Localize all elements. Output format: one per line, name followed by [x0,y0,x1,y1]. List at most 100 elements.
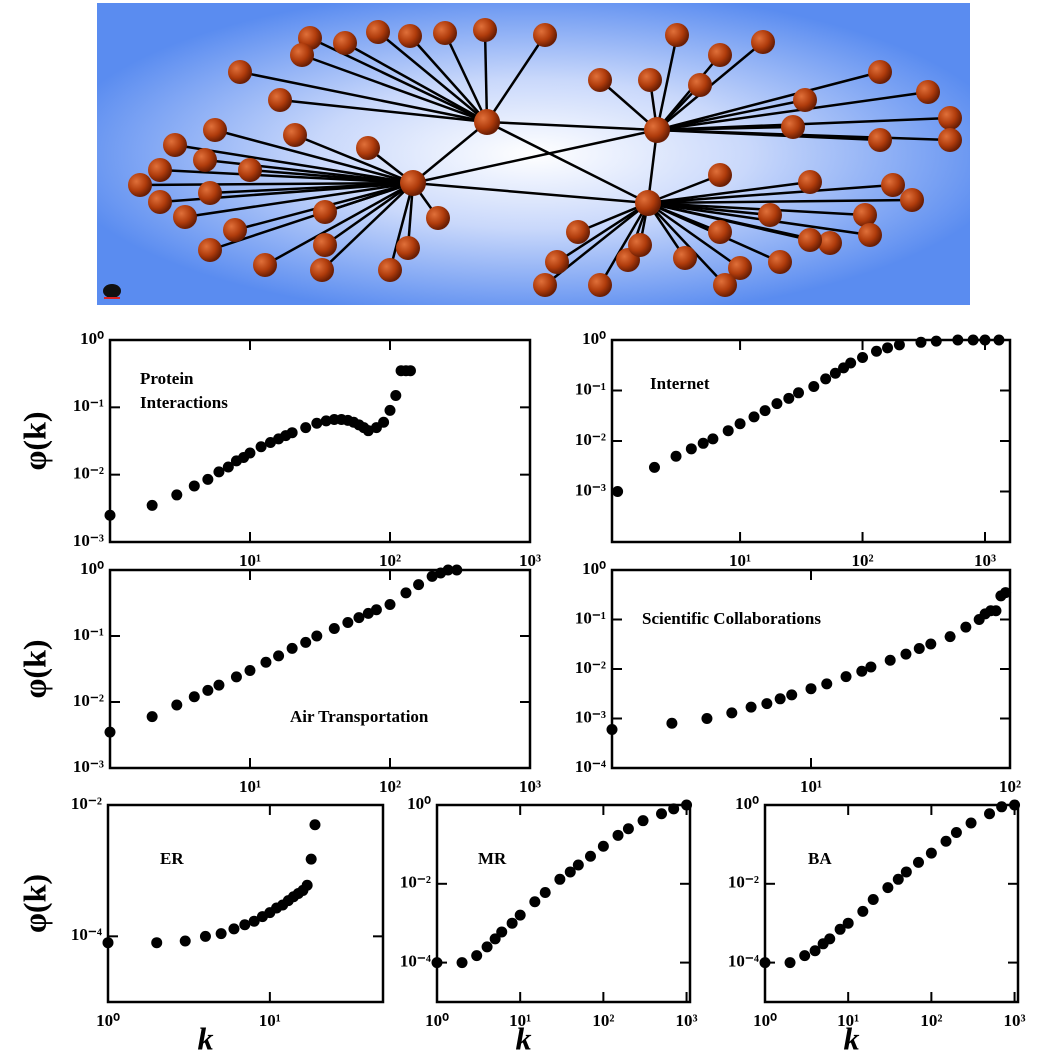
network-node [916,80,940,104]
data-point [146,711,158,723]
x-tick-label: 10² [379,777,401,796]
data-point [793,387,805,399]
data-point [612,829,624,841]
network-node [793,88,817,112]
data-point [378,416,390,428]
y-tick-label: 10⁻² [575,430,606,449]
data-point [707,433,719,445]
data-point [554,873,566,885]
x-tick-label: 10¹ [239,551,261,570]
data-point [824,933,836,945]
data-point [328,622,340,634]
data-point [685,443,697,455]
logo [103,284,121,298]
network-node [238,158,262,182]
data-point [228,923,240,935]
network-edge [647,201,741,270]
data-point [215,928,227,940]
x-tick-label: 10¹ [259,1011,281,1030]
network-edge [377,31,488,123]
data-point [930,335,942,347]
network-edge [324,181,414,214]
y-tick-label: 10⁻³ [73,531,104,550]
data-point [774,693,786,705]
data-point [882,882,894,894]
y-tick-label: 10⁻² [575,658,606,677]
network-edge [647,198,913,205]
network-hub [635,190,661,216]
annotation-line: ER [160,849,184,868]
network-edge [321,182,414,271]
network-edge [412,128,658,185]
data-point [370,604,382,616]
data-point [857,905,869,917]
network-node [163,133,187,157]
network-edge [486,120,649,205]
network-node [198,238,222,262]
network-node [938,128,962,152]
data-point [384,404,396,416]
y-tick-label: 10⁰ [582,329,606,348]
data-point [913,642,925,654]
network-node [881,173,905,197]
data-point [244,447,256,459]
annotation-line: Internet [650,374,710,393]
data-point [900,866,912,878]
x-tick-label: 10³ [676,1011,698,1030]
network-edge [324,181,414,247]
network-node [148,190,172,214]
plot-panel: 10¹ 10² 10³ 10⁻³ 10⁻² 10⁻¹ 10⁰ Air Transportati… [16,559,541,796]
y-tick-label: 10⁻¹ [73,396,104,415]
plot-frame [435,803,692,1004]
network-node [758,203,782,227]
data-point [311,417,323,429]
network-node [868,128,892,152]
data-point [390,389,402,401]
plot-frame [610,338,1012,544]
data-point [915,336,927,348]
network-node [818,231,842,255]
network-edge [294,133,414,185]
annotation-line: MR [478,849,507,868]
data-point [786,689,798,701]
data-point [950,827,962,839]
network-edge [656,125,794,132]
data-point [564,866,576,878]
plot-panel: 10¹ 10² 10³ 10⁻³ 10⁻² 10⁻¹ 10⁰ Protein Interacti… [16,329,541,570]
y-tick-label: 10⁻¹ [575,379,606,398]
data-point [925,638,937,650]
x-tick-label: 10¹ [729,551,751,570]
x-tick-label: 10⁰ [96,1011,120,1030]
network-node [128,173,152,197]
network-node [708,163,732,187]
data-point [260,656,272,668]
data-point [892,873,904,885]
data-point [960,621,972,633]
y-tick-label: 10⁻² [71,794,102,813]
network-node [708,220,732,244]
data-point [829,367,841,379]
network-node [473,18,497,42]
data-point [944,631,956,643]
y-axis-label: φ(k) [16,874,52,933]
network-node [396,236,420,260]
network-edge [647,202,726,286]
data-point [151,937,163,949]
plot-panel: 10⁰ 10¹ 10⁻⁴ 10⁻² ER φ(k) k [16,794,385,1056]
data-point [761,698,773,710]
plot-frame [106,803,385,1004]
network-edge [264,181,414,267]
data-point [722,425,734,437]
network-node [356,136,380,160]
y-tick-label: 10⁻² [400,873,431,892]
network-node [310,258,334,282]
y-tick-label: 10⁰ [80,559,104,578]
x-axis-label: k [198,1020,214,1056]
y-axis-label: φ(k) [16,411,52,470]
data-point [612,486,624,497]
annotation-line: Interactions [140,393,228,412]
data-point [342,617,354,629]
data-point [808,381,820,393]
data-point [426,570,438,582]
data-point [311,630,323,642]
